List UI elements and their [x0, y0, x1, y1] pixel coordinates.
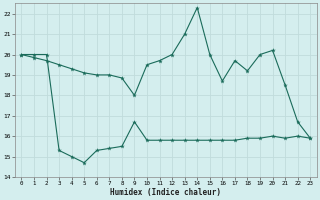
X-axis label: Humidex (Indice chaleur): Humidex (Indice chaleur): [110, 188, 221, 197]
